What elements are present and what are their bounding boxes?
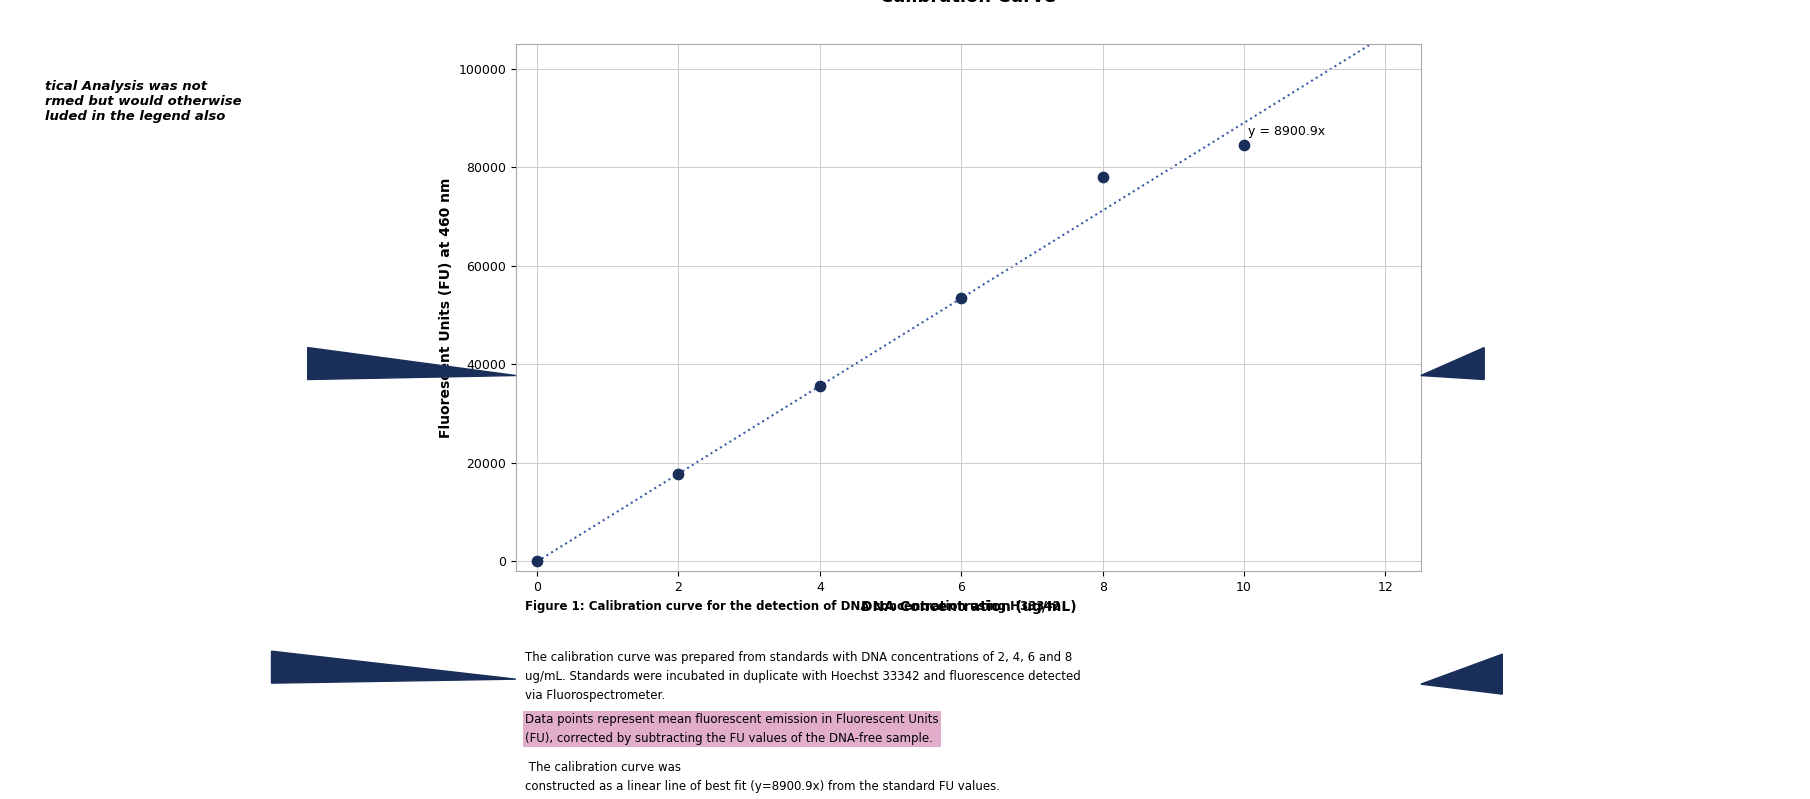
Text: Data points represent mean fluorescent emission in Fluorescent Units
(FU), corre: Data points represent mean fluorescent e… xyxy=(525,713,939,745)
Y-axis label: Fluorescent Units (FU) at 460 nm: Fluorescent Units (FU) at 460 nm xyxy=(438,177,452,438)
Text: Title/Scope: Title/Scope xyxy=(152,351,255,368)
Text: Experiment: Experiment xyxy=(1535,351,1642,368)
Text: The calibration curve was
constructed as a linear line of best fit (y=8900.9x) f: The calibration curve was constructed as… xyxy=(525,761,999,793)
Text: Figure 1: Calibration curve for the detection of DNA concentration using H33342: Figure 1: Calibration curve for the dete… xyxy=(525,600,1061,613)
Point xyxy=(805,380,834,392)
Point xyxy=(1088,171,1117,184)
X-axis label: DNA Concentration (ug/mL): DNA Concentration (ug/mL) xyxy=(860,599,1077,614)
Point xyxy=(523,555,552,568)
Text: tical Analysis was not
rmed but would otherwise
luded in the legend also: tical Analysis was not rmed but would ot… xyxy=(45,80,243,123)
Point xyxy=(664,467,693,480)
Point xyxy=(1229,138,1258,151)
Text: The calibration curve was prepared from standards with DNA concentrations of 2, : The calibration curve was prepared from … xyxy=(525,651,1081,702)
Text: y = 8900.9x: y = 8900.9x xyxy=(1247,125,1325,138)
Text: Results: Results xyxy=(150,646,221,664)
Title: Calibration Curve: Calibration Curve xyxy=(880,0,1057,6)
Text: Data
presentation: Data presentation xyxy=(1546,650,1667,689)
Point xyxy=(947,292,976,304)
